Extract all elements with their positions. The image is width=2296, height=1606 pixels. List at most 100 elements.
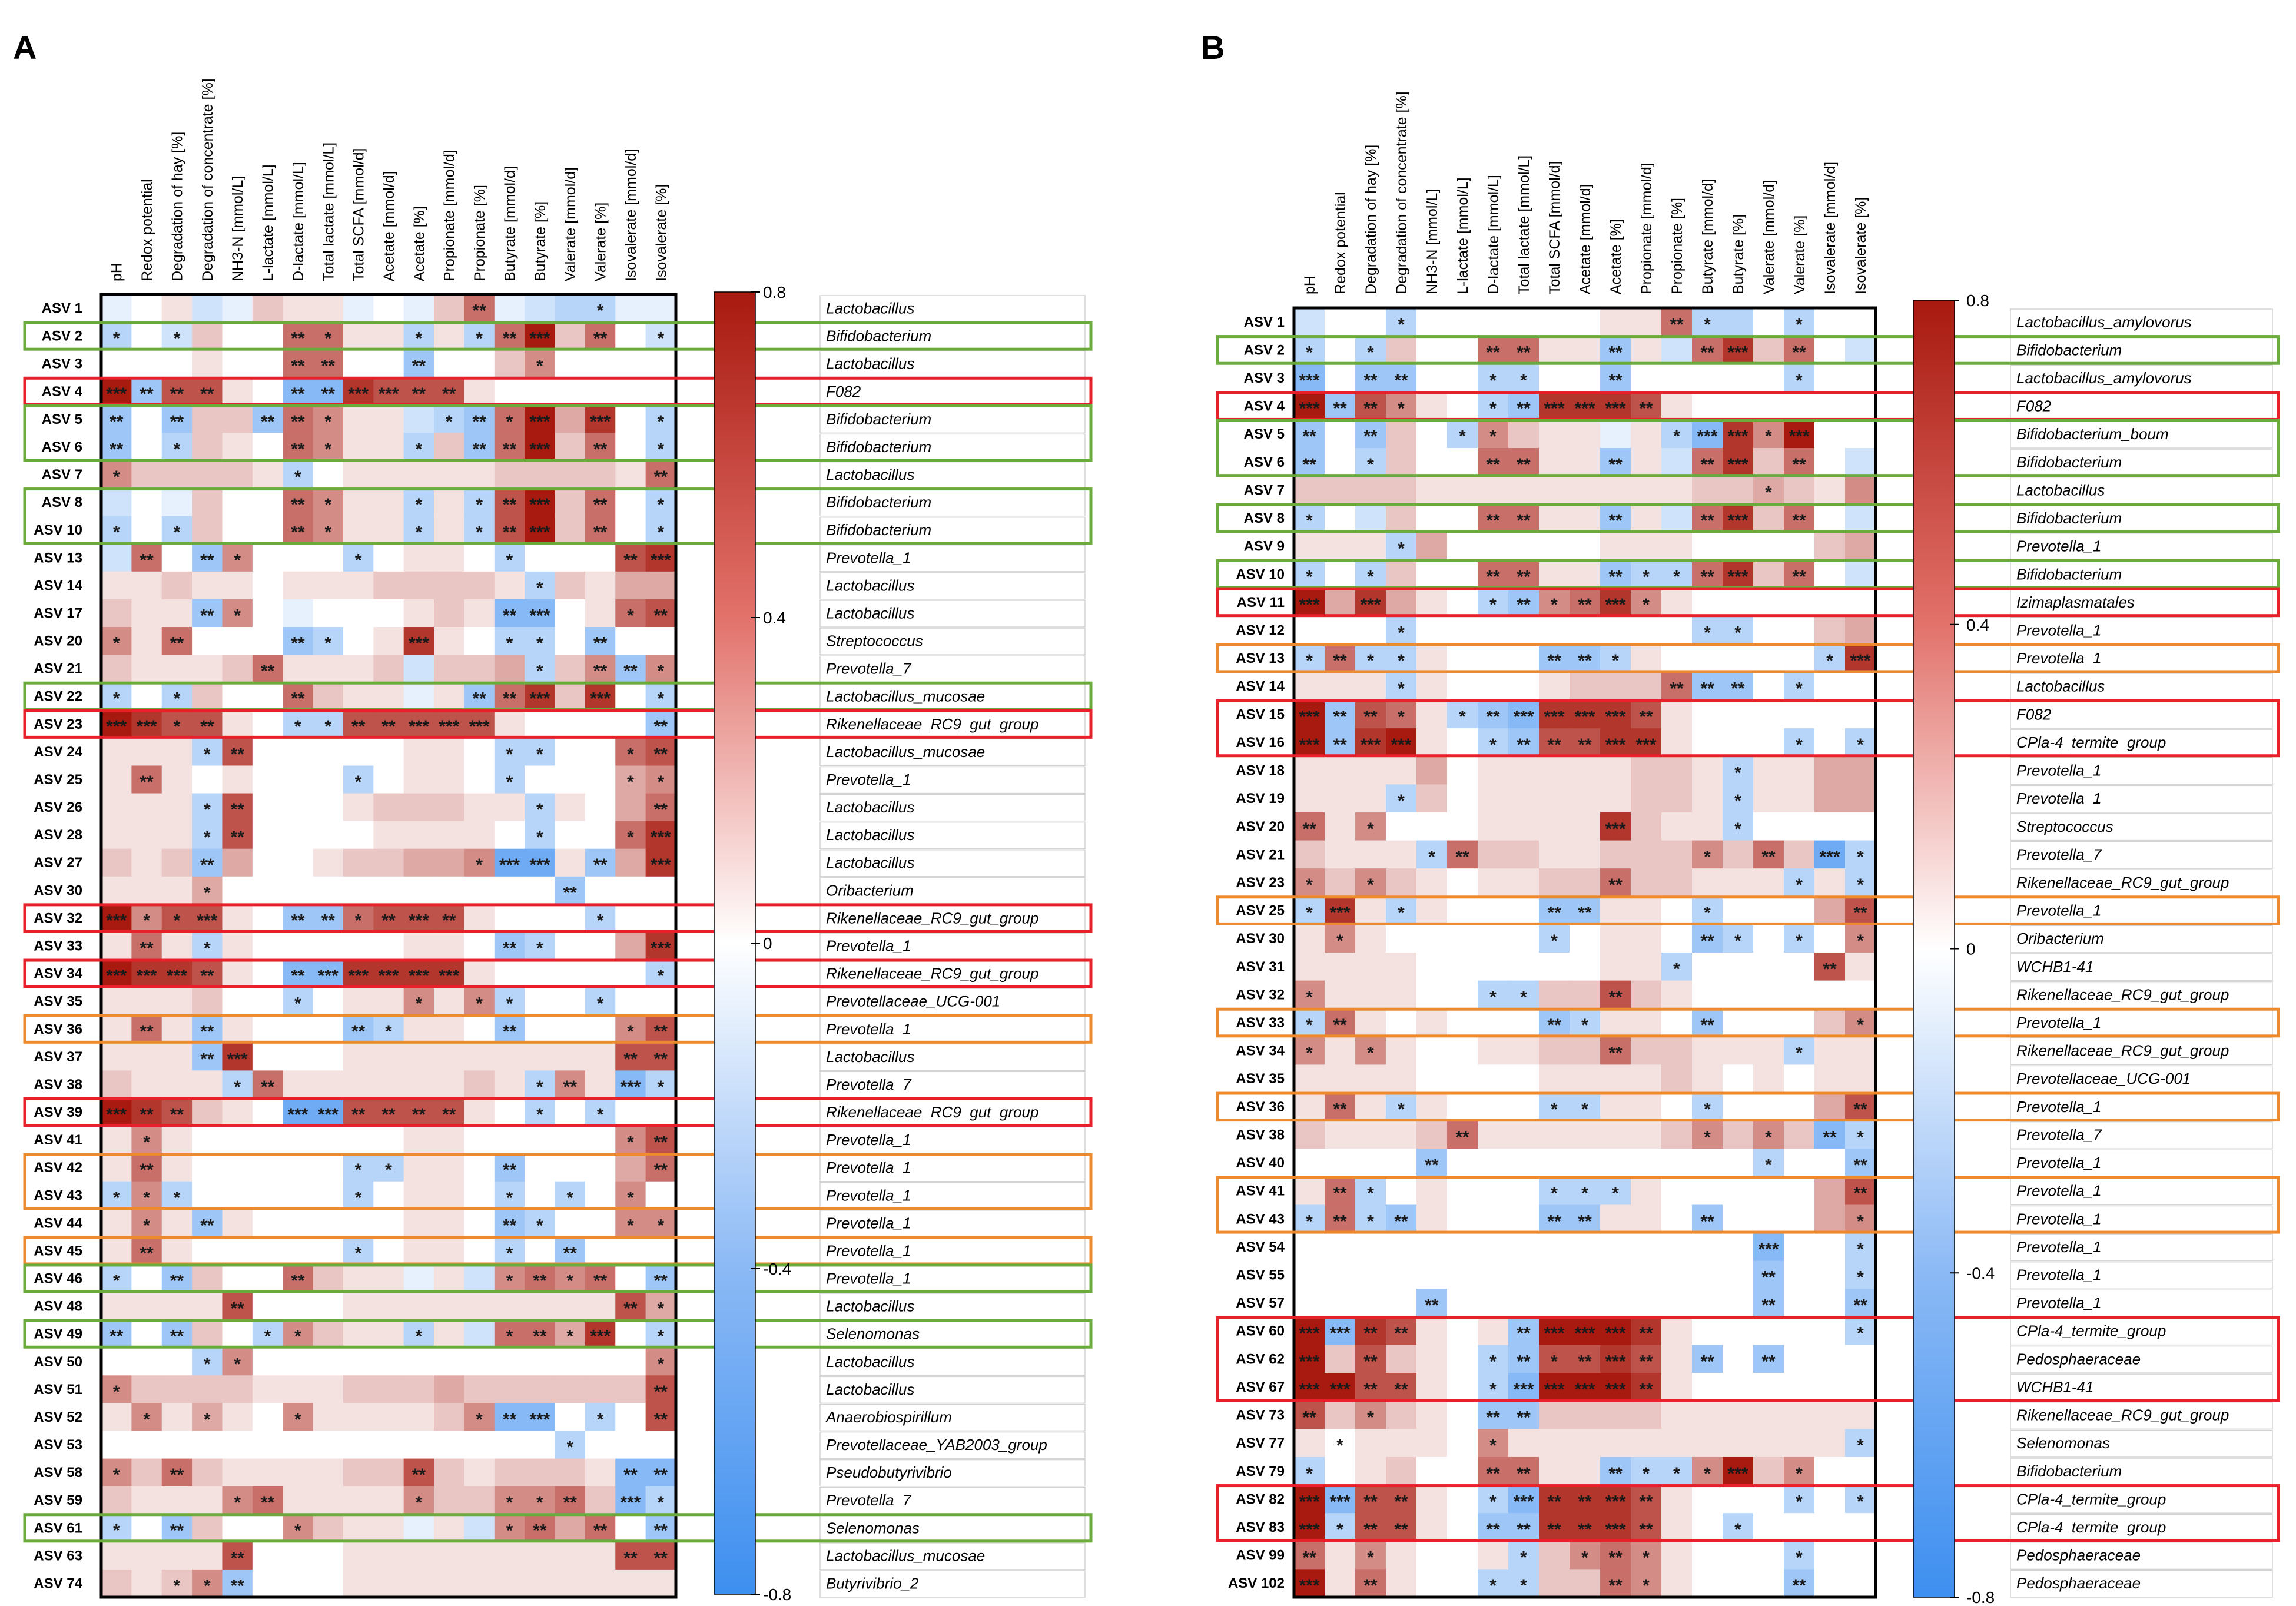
heatmap-cell	[1355, 1513, 1386, 1542]
heatmap-cell	[1845, 1233, 1876, 1262]
heatmap-cell	[555, 627, 586, 655]
significance-stars: **	[1639, 707, 1653, 726]
significance-stars: **	[1823, 1127, 1837, 1147]
heatmap-cell	[1416, 1036, 1448, 1066]
heatmap-cell	[1845, 700, 1876, 729]
heatmap-cell	[222, 322, 253, 350]
heatmap-cell	[283, 765, 314, 794]
significance-stars: *	[536, 828, 543, 847]
heatmap-cell	[343, 377, 374, 406]
significance-stars: **	[200, 967, 214, 986]
heatmap-cell	[1386, 644, 1417, 673]
significance-stars: **	[1700, 343, 1714, 362]
taxon-cell	[819, 600, 1086, 628]
heatmap-cell	[161, 682, 193, 711]
colorbar-tick-label: 0.4	[763, 609, 786, 627]
heatmap-cell	[131, 1264, 162, 1293]
heatmap-cell	[615, 793, 646, 822]
heatmap-cell	[161, 488, 193, 517]
heatmap-cell	[645, 1098, 676, 1127]
heatmap-cell	[1723, 1260, 1754, 1289]
row-label: ASV 60	[1236, 1323, 1285, 1339]
heatmap-cell	[615, 1375, 646, 1404]
significance-stars: *	[264, 1327, 271, 1346]
row-label: ASV 54	[1236, 1239, 1285, 1255]
heatmap-cell	[1631, 560, 1662, 589]
heatmap-cell	[1570, 1093, 1601, 1121]
heatmap-cell	[1539, 980, 1570, 1009]
heatmap-cell	[373, 1348, 404, 1376]
heatmap-cell	[403, 377, 434, 406]
heatmap-cell	[1386, 1485, 1417, 1514]
heatmap-cell	[161, 793, 193, 822]
significance-stars: **	[1792, 343, 1806, 362]
row-label: ASV 63	[34, 1548, 82, 1564]
row-label: ASV 10	[1236, 566, 1285, 582]
heatmap-cell	[313, 1153, 344, 1182]
heatmap-cell	[464, 848, 495, 877]
heatmap-cell	[1294, 1064, 1325, 1093]
group-box-green	[23, 1513, 1093, 1543]
heatmap-cell	[192, 1209, 223, 1237]
heatmap-cell	[615, 1348, 646, 1376]
significance-stars: **	[1578, 735, 1592, 755]
heatmap-cell	[161, 848, 193, 877]
row-label: ASV 35	[34, 994, 82, 1010]
heatmap-cell	[1416, 1541, 1448, 1570]
heatmap-cell	[1692, 756, 1723, 785]
heatmap-cell	[1784, 476, 1815, 505]
column-label: pH	[1302, 276, 1318, 294]
significance-stars: ***	[409, 634, 429, 653]
colorbar-tick-label: 0.4	[1966, 616, 1989, 634]
heatmap-cell	[555, 1015, 586, 1043]
heatmap-cell	[1723, 336, 1754, 364]
heatmap-cell	[1294, 896, 1325, 925]
colorbar	[1913, 300, 1955, 1598]
heatmap-cell	[525, 1153, 556, 1182]
heatmap-cell	[1631, 1008, 1662, 1037]
heatmap-cell	[1294, 504, 1325, 533]
heatmap-cell	[1692, 1120, 1723, 1149]
heatmap-cell	[403, 627, 434, 655]
significance-stars: *	[657, 412, 664, 432]
significance-stars: ***	[1513, 1380, 1534, 1399]
group-box-red	[1216, 587, 2280, 618]
heatmap-cell	[343, 987, 374, 1016]
heatmap-cell	[1692, 1429, 1723, 1458]
heatmap-cell	[1600, 728, 1631, 757]
heatmap-cell	[464, 1458, 495, 1487]
taxon-name: Prevotella_7	[2016, 1126, 2102, 1143]
significance-stars: **	[230, 745, 244, 764]
heatmap-cell	[373, 960, 404, 988]
significance-stars: ***	[469, 717, 490, 736]
taxon-cell	[2010, 533, 2273, 561]
heatmap-cell	[494, 821, 525, 850]
heatmap-cell	[555, 488, 586, 517]
heatmap-cell	[1631, 504, 1662, 533]
heatmap-cell	[1447, 1289, 1478, 1318]
heatmap-cell	[161, 931, 193, 960]
significance-stars: ***	[1299, 399, 1319, 419]
heatmap-cell	[101, 1181, 132, 1210]
heatmap-cell	[1631, 1289, 1662, 1318]
significance-stars: **	[1608, 343, 1623, 362]
heatmap-cell	[525, 433, 556, 462]
significance-stars: *	[627, 828, 634, 847]
row-label: ASV 16	[1236, 735, 1285, 751]
taxon-cell	[2010, 476, 2273, 505]
heatmap-cell	[1539, 1429, 1570, 1458]
significance-stars: *	[566, 1438, 573, 1457]
heatmap-cell	[1723, 756, 1754, 785]
heatmap-cell	[222, 1209, 253, 1237]
group-box-red	[1216, 1316, 2280, 1402]
heatmap-cell	[343, 460, 374, 489]
heatmap-cell	[1508, 1233, 1539, 1262]
heatmap-cell	[1661, 728, 1693, 757]
heatmap-cell	[1447, 1149, 1478, 1177]
heatmap-cell	[343, 627, 374, 655]
heatmap-cell	[494, 1153, 525, 1182]
significance-stars: ***	[1605, 399, 1625, 419]
heatmap-cell	[1386, 1429, 1417, 1458]
significance-stars: **	[654, 467, 668, 487]
heatmap-cell	[1294, 1513, 1325, 1542]
